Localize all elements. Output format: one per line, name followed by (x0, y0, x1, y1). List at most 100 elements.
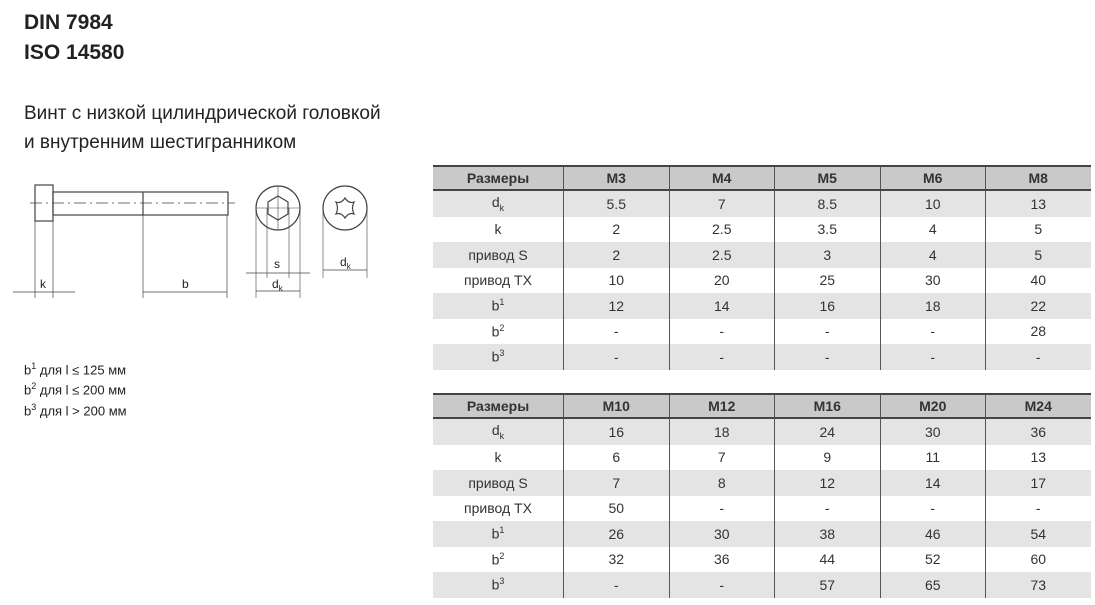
table-cell: - (563, 344, 669, 370)
dimensions-table-m3-m8: Размеры M3 M4 M5 M6 M8 dk 5.5 7 8.5 10 13 k 2 2.5 3.5 4 5… (433, 165, 1091, 370)
table-cell: - (668, 572, 775, 598)
table-cell: 30 (879, 418, 986, 445)
table-cell: 5 (985, 242, 1091, 268)
iso-number: ISO 14580 (24, 41, 125, 64)
table-row: привод S 7 8 12 14 17 (433, 470, 1091, 496)
table-row: dk 5.5 7 8.5 10 13 (433, 190, 1091, 217)
table-cell: - (985, 495, 1091, 521)
column-header: M8 (985, 165, 1091, 191)
table-cell: 3 (774, 242, 880, 268)
row-label: dk (433, 190, 564, 217)
label-dk: dk (272, 277, 284, 293)
table-cell: 14 (668, 293, 775, 319)
description-line-2: и внутренним шестигранником (24, 132, 297, 153)
description-line-1: Винт с низкой цилиндрической головкой (24, 103, 381, 124)
table-row: dk 16 18 24 30 36 (433, 418, 1091, 445)
table-cell: 40 (985, 267, 1091, 293)
row-label: b2 (491, 322, 505, 340)
table-cell: 3.5 (774, 216, 880, 242)
column-header: Размеры (433, 393, 564, 419)
table-cell: - (879, 318, 986, 344)
row-label: привод S (433, 242, 564, 268)
product-description: Винт с низкой цилиндрической головкой и … (24, 99, 381, 157)
note: b2 для l ≤ 200 мм (24, 381, 127, 398)
row-label: dk (433, 418, 564, 445)
table-cell: 7 (668, 190, 775, 217)
table-cell: 2 (563, 216, 669, 242)
table-cell: 2 (563, 242, 669, 268)
row-label: b3 (433, 344, 564, 370)
table-cell: 8 (668, 470, 775, 496)
table-cell: 7 (668, 444, 775, 470)
row-label: привод TX (464, 272, 532, 289)
table-cell: 54 (985, 521, 1091, 547)
table-cell: - (985, 344, 1091, 370)
table-cell: 32 (563, 546, 669, 572)
table-cell: 52 (879, 546, 986, 572)
table-cell: 7 (563, 470, 669, 496)
header-row: Размеры M3 M4 M5 M6 M8 (433, 165, 1091, 191)
table-cell: 30 (668, 521, 775, 547)
table-cell: 5 (985, 216, 1091, 242)
table-cell: 4 (879, 242, 986, 268)
table-cell: 10 (563, 267, 669, 293)
table-cell: 14 (879, 470, 986, 496)
row-label: b1 (433, 521, 564, 547)
table-cell: 36 (985, 418, 1091, 445)
table-cell: - (563, 318, 669, 344)
column-header: M16 (774, 393, 880, 419)
table-cell: 44 (774, 546, 880, 572)
table-cell: - (668, 318, 775, 344)
column-header: M5 (774, 165, 880, 191)
table-row: привод TX 50- - - - (433, 495, 1091, 521)
column-header: M3 (563, 165, 669, 191)
table-row: b3- -57 65 73 (433, 572, 1091, 598)
table-row: привод S 2 2.5 3 4 5 (433, 242, 1091, 268)
table-row: привод TX 10 20 25 30 40 (433, 267, 1091, 293)
column-header: M20 (879, 393, 986, 419)
row-label: b3 (433, 572, 564, 598)
table-row: b1 26 30 38 46 54 (433, 521, 1091, 547)
table-cell: 60 (985, 546, 1091, 572)
note: b1 для l ≤ 125 мм (24, 361, 127, 378)
header-row: Размеры M10 M12 M16 M20 M24 (433, 393, 1091, 419)
row-label: b1 (433, 293, 564, 319)
table-cell: - (668, 344, 775, 370)
column-header: Размеры (433, 165, 564, 191)
table-cell: 17 (985, 470, 1091, 496)
table-cell: 57 (774, 572, 880, 598)
table-cell: 36 (668, 546, 775, 572)
din-number: DIN 7984 (24, 11, 113, 34)
column-header: M10 (563, 393, 669, 419)
standard-title: DIN 7984 ISO 14580 (24, 8, 124, 68)
table-cell: - (879, 344, 986, 370)
table-cell: 50 (563, 495, 669, 521)
table-cell: 20 (668, 267, 775, 293)
label-s: s (274, 257, 280, 271)
table-row: k 2 2.5 3.5 4 5 (433, 216, 1091, 242)
table-cell: 5.5 (563, 190, 669, 217)
table-row: b2 32 36 44 52 60 (433, 546, 1091, 572)
label-b: b (182, 277, 189, 291)
column-header: M24 (985, 393, 1091, 419)
table-cell: 4 (879, 216, 986, 242)
table-row: b2- - - -28 (433, 318, 1091, 344)
table-row: b1 12 14 16 18 22 (433, 293, 1091, 319)
row-label: привод TX (464, 500, 532, 517)
row-label: k (494, 449, 502, 466)
table-cell: 2.5 (668, 216, 775, 242)
table-cell: 38 (774, 521, 880, 547)
table-row: k 6 7 9 11 13 (433, 444, 1091, 470)
table-cell: 12 (774, 470, 880, 496)
table-cell: - (563, 572, 669, 598)
table-cell: - (774, 495, 880, 521)
row-label: привод S (433, 470, 564, 496)
table-cell: 18 (668, 418, 775, 445)
table-cell: 16 (563, 418, 669, 445)
dimensions-table-m10-m24: Размеры M10 M12 M16 M20 M24 dk 16 18 24 30 36 k 6 7 9 11… (433, 393, 1091, 598)
length-notes: b1 для l ≤ 125 мм b2 для l ≤ 200 мм b3 д… (24, 358, 127, 419)
table-cell: - (774, 344, 880, 370)
table-cell: 24 (774, 418, 880, 445)
note: b3 для l > 200 мм (24, 401, 127, 418)
table-cell: 26 (563, 521, 669, 547)
